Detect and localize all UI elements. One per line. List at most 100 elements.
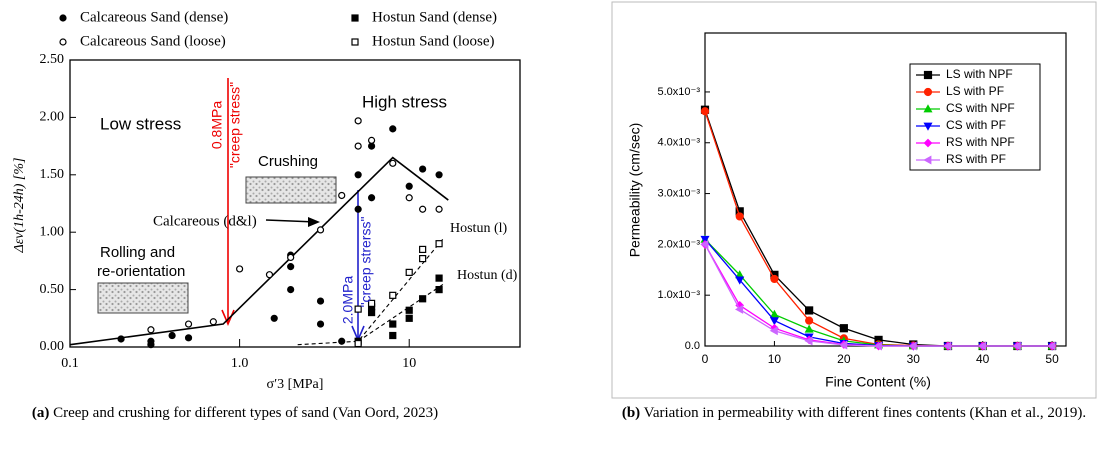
- crushing-box: [245, 176, 337, 204]
- x-tick-label: 0: [702, 352, 709, 366]
- point: [354, 171, 362, 179]
- arrow-head: [308, 217, 320, 227]
- point: [419, 295, 427, 303]
- y-tick-label: 4.0x10⁻³: [658, 137, 701, 149]
- point: [405, 306, 413, 314]
- point: [770, 274, 779, 284]
- x-tick-label: 0.1: [61, 356, 79, 371]
- point: [338, 191, 346, 200]
- point: [700, 239, 709, 249]
- y-tick-label: 1.0x10⁻³: [658, 289, 701, 301]
- legend-marker: [351, 38, 359, 46]
- x-tick-label: 20: [837, 352, 851, 366]
- legend-label: RS with NPF: [946, 135, 1015, 149]
- point: [265, 271, 274, 279]
- point: [367, 308, 376, 317]
- legend-box: [909, 63, 1041, 171]
- legend-marker: [923, 70, 933, 80]
- point: [405, 182, 413, 190]
- point: [419, 255, 427, 263]
- legend-label: Hostun Sand (loose): [372, 33, 495, 49]
- x-tick-label: 40: [976, 352, 990, 366]
- point: [405, 314, 413, 322]
- y-tick-label: 0.0: [685, 340, 700, 352]
- point: [735, 212, 744, 221]
- point: [735, 276, 745, 285]
- point: [316, 297, 325, 305]
- point: [769, 326, 778, 336]
- rolling-box: [97, 282, 189, 314]
- y-tick-label: 2.0x10⁻³: [658, 238, 701, 250]
- point: [147, 341, 155, 349]
- legend-label: LS with NPF: [946, 67, 1013, 81]
- legend-marker: [923, 155, 932, 165]
- caption-b: (b) Variation in permeability with diffe…: [621, 405, 1087, 421]
- y-tick-label: 0.00: [40, 339, 65, 354]
- plot-frame: [69, 59, 521, 348]
- x-axis-label: σ′3 [MPa]: [267, 377, 324, 392]
- annotation: "creep stress": [227, 82, 243, 168]
- annotation: Hostun (l): [450, 221, 508, 236]
- point: [405, 268, 413, 276]
- point: [209, 318, 217, 326]
- point: [435, 171, 443, 179]
- point: [419, 165, 427, 173]
- point: [354, 117, 362, 125]
- point: [316, 226, 325, 234]
- legend-marker: [923, 87, 933, 97]
- point: [839, 340, 848, 350]
- annotation: 0.8MPa: [209, 101, 225, 149]
- point: [354, 305, 362, 313]
- point: [734, 304, 744, 314]
- point: [700, 107, 710, 116]
- annotation: 2.0MPa: [340, 276, 356, 324]
- series-line: [704, 238, 1053, 347]
- point: [1012, 341, 1021, 351]
- series-line: [704, 238, 1053, 347]
- point: [873, 341, 882, 351]
- pointer-arrow: [265, 219, 317, 223]
- point: [147, 326, 155, 334]
- point: [908, 341, 917, 351]
- point: [287, 286, 295, 294]
- x-tick-label: 50: [1045, 352, 1059, 366]
- y-axis-label: Permeability (cm/sec): [627, 123, 643, 258]
- annotation: Hostun (d): [457, 268, 518, 283]
- trend-line: [357, 283, 445, 342]
- point: [805, 306, 814, 315]
- point: [117, 335, 125, 343]
- y-tick-label: 2.50: [40, 52, 65, 67]
- annotation: Calcareous (d&l): [153, 213, 257, 229]
- point: [435, 240, 443, 248]
- point: [389, 291, 397, 299]
- point: [168, 331, 176, 340]
- y-tick-label: 1.50: [40, 167, 65, 182]
- point: [419, 245, 427, 254]
- legend-marker: [923, 138, 933, 148]
- point: [270, 314, 278, 322]
- trend-line: [69, 156, 449, 346]
- point: [236, 265, 244, 273]
- point: [367, 136, 376, 144]
- point: [943, 341, 952, 351]
- trend-line: [297, 237, 445, 346]
- point: [1047, 341, 1056, 351]
- legend-marker: [923, 104, 933, 113]
- point: [389, 320, 397, 328]
- point: [354, 142, 362, 150]
- legend-marker: [351, 14, 359, 22]
- point: [435, 205, 443, 213]
- x-tick-label: 10: [402, 356, 416, 371]
- point: [389, 159, 397, 167]
- legend-marker: [59, 14, 67, 22]
- annotation: re-orientation: [97, 263, 185, 280]
- point: [316, 320, 325, 328]
- point: [287, 263, 295, 271]
- annotation: Rolling and: [100, 244, 175, 261]
- annotation: Low stress: [100, 114, 181, 133]
- point: [367, 194, 376, 202]
- y-tick-label: 2.00: [40, 110, 65, 125]
- legend-label: CS with PF: [946, 118, 1006, 132]
- point: [338, 337, 346, 345]
